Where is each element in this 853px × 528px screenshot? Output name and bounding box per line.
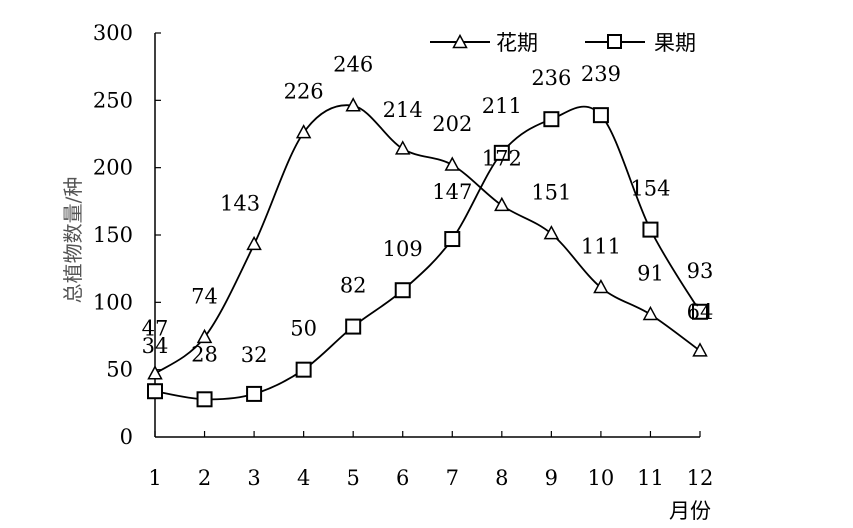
x-tick-label: 7 — [446, 466, 459, 490]
x-tick-label: 5 — [346, 466, 359, 490]
x-tick-label: 3 — [247, 466, 260, 490]
data-point-triangle — [692, 342, 708, 357]
data-label: 147 — [432, 180, 472, 204]
y-tick-label: 250 — [93, 88, 133, 112]
data-point-triangle — [642, 305, 659, 321]
y-tick-label: 0 — [120, 425, 133, 449]
legend: 花期 果期 — [430, 31, 696, 55]
x-axis-ticks: 1 2 3 4 5 6 7 8 9 10 11 12 — [148, 431, 713, 490]
data-label: 82 — [340, 274, 367, 298]
data-point-square — [493, 144, 510, 161]
data-label: 91 — [637, 261, 664, 285]
data-point-square — [196, 391, 213, 408]
data-label: 111 — [581, 235, 621, 259]
data-label: 28 — [191, 342, 218, 366]
data-point-square — [345, 318, 362, 335]
legend-label-flowering: 花期 — [496, 31, 538, 55]
x-axis-label: 月份 — [669, 499, 711, 523]
data-label: 143 — [220, 191, 260, 215]
data-point-triangle — [196, 328, 213, 344]
x-tick-label: 10 — [588, 466, 615, 490]
x-tick-label: 9 — [545, 466, 558, 490]
data-point-square — [692, 303, 708, 320]
data-point-square — [642, 221, 659, 238]
y-tick-label: 300 — [93, 21, 133, 45]
data-label: 239 — [581, 62, 621, 86]
data-point-square — [394, 282, 411, 299]
data-label: 151 — [531, 181, 571, 205]
y-tick-label: 200 — [93, 156, 133, 180]
x-tick-label: 2 — [198, 466, 211, 490]
data-point-square — [543, 111, 560, 128]
data-label: 226 — [284, 80, 324, 104]
data-point-square — [444, 231, 461, 248]
data-label: 74 — [191, 284, 218, 308]
data-point-triangle — [444, 156, 461, 171]
data-label: 34 — [142, 334, 169, 358]
x-tick-label: 12 — [687, 466, 714, 490]
data-label: 236 — [531, 66, 571, 90]
data-point-triangle — [394, 140, 411, 155]
data-label: 202 — [432, 112, 472, 136]
data-point-triangle — [345, 97, 361, 112]
data-label: 214 — [383, 98, 423, 122]
series-layer — [147, 97, 708, 408]
x-tick-label: 4 — [297, 466, 310, 490]
data-label: 246 — [333, 53, 373, 77]
data-point-triangle — [147, 365, 163, 380]
data-label: 64 — [687, 300, 714, 324]
legend-marker-triangle — [452, 33, 468, 49]
data-label: 50 — [290, 317, 317, 341]
y-axis-label: 总植物数量/种 — [61, 177, 85, 304]
data-point-square — [147, 383, 163, 400]
data-label: 211 — [482, 94, 522, 118]
y-axis-ticks: 0 50 100 150 200 250 300 — [93, 21, 161, 449]
data-point-triangle — [246, 235, 262, 251]
x-tick-label: 8 — [495, 466, 508, 490]
data-point-triangle — [295, 124, 312, 139]
data-label: 172 — [482, 146, 522, 170]
data-point-triangle — [494, 196, 510, 212]
y-tick-label: 50 — [106, 358, 133, 382]
data-point-square — [592, 107, 609, 124]
legend-marker-square — [607, 34, 622, 49]
data-labels: 47 74 143 226 246 214 202 172 151 111 91 64 34 28 32 50… — [142, 53, 714, 367]
data-label: 32 — [241, 343, 268, 367]
legend-item-fruiting: 果期 — [585, 31, 696, 55]
data-label: 93 — [687, 259, 714, 283]
x-tick-label: 1 — [148, 466, 161, 490]
x-tick-label: 6 — [396, 466, 409, 490]
data-label: 154 — [630, 177, 670, 201]
data-point-square — [246, 385, 263, 402]
x-tick-label: 11 — [637, 466, 664, 490]
data-label: 47 — [142, 317, 169, 341]
data-point-triangle — [543, 225, 560, 240]
y-tick-label: 100 — [93, 290, 133, 314]
data-point-square — [295, 361, 312, 378]
data-point-triangle — [593, 278, 609, 294]
data-label: 109 — [383, 237, 423, 261]
legend-label-fruiting: 果期 — [654, 31, 696, 55]
legend-item-flowering: 花期 — [430, 31, 538, 55]
y-tick-label: 150 — [93, 223, 133, 247]
